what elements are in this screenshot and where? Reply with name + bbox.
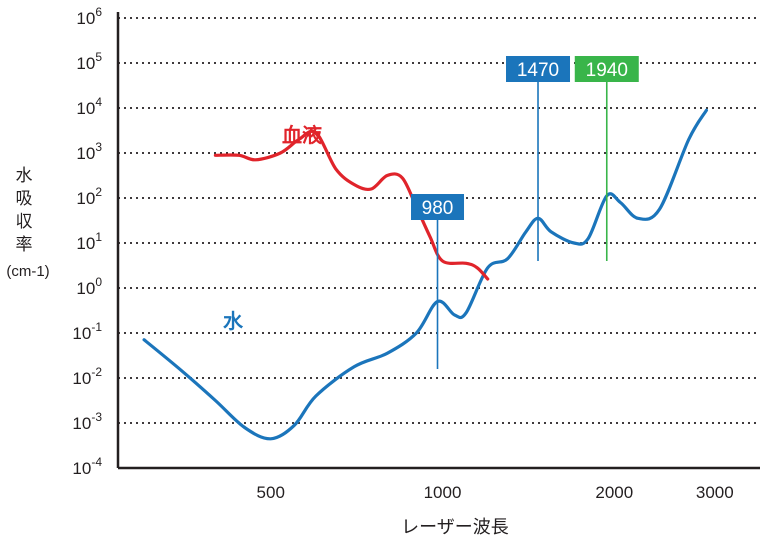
y-tick-label: 10-4 [72,455,102,478]
y-tick-labels: 10-4 10-3 10-2 10-1 100 101 102 103 104 105 106 [72,5,102,478]
x-tick-label: 2000 [595,483,633,502]
y-tick-label: 106 [76,5,102,28]
y-tick-label: 104 [76,95,102,118]
annotations: 980 1470 1940 [411,56,639,369]
axes [116,12,760,470]
blood-absorption-line [213,129,490,281]
annotation-label: 1940 [586,60,628,81]
x-tick-labels: 500 1000 2000 3000 [257,483,734,502]
y-tick-label: 103 [76,140,102,163]
annotation-box [411,194,465,220]
y-axis-title-char: 収 [16,212,33,232]
grid-lines [118,17,760,424]
y-tick-label: 102 [76,185,102,208]
x-axis-title: レーザー波長 [401,517,509,538]
y-axis-title-char: 吸 [16,189,33,209]
x-tick-label: 3000 [696,483,734,502]
y-axis-title-char: 率 [16,235,33,255]
y-axis-title-char: 水 [16,166,33,186]
x-tick-label: 500 [257,483,285,502]
y-tick-label: 10-2 [72,365,102,388]
annotation-label: 1470 [517,60,559,81]
y-tick-label: 101 [76,230,102,253]
x-tick-label: 1000 [424,483,462,502]
annotation-label: 980 [422,198,454,219]
annotation-box [506,56,571,82]
y-axis-title: 水 吸 収 率 (cm-1) [6,166,49,280]
y-axis-unit: (cm-1) [6,263,49,280]
series-label: 血液 [282,123,323,147]
series-lines [142,108,708,441]
water-absorption-line [142,108,708,441]
series-labels: 水 血液 [223,123,323,333]
y-tick-label: 10-3 [72,410,102,433]
series-label: 水 [223,309,244,333]
y-tick-label: 105 [76,50,102,73]
y-tick-label: 100 [76,275,102,298]
y-tick-label: 10-1 [72,320,102,343]
annotation-box [574,56,639,82]
